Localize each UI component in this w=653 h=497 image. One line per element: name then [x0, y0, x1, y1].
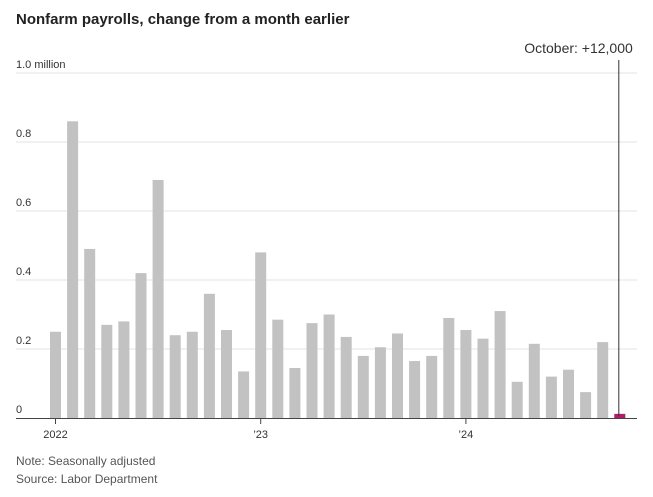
bar [392, 333, 403, 418]
bar [460, 330, 472, 418]
bar [340, 336, 352, 418]
bar [186, 331, 198, 418]
bar [323, 314, 335, 418]
bar [580, 392, 592, 418]
bar [50, 331, 61, 418]
chart-source: Source: Labor Department [16, 472, 158, 486]
chart-title: Nonfarm payrolls, change from a month ea… [16, 11, 350, 28]
bar [443, 317, 455, 418]
bar [409, 361, 421, 418]
bar [545, 376, 557, 418]
bar [357, 355, 369, 418]
bar [101, 324, 113, 418]
bar [614, 413, 626, 418]
y-tick-label: 1.0 million [16, 59, 66, 71]
y-tick-label: 0.2 [16, 335, 31, 347]
bar [374, 347, 386, 418]
bar [238, 371, 250, 418]
bar [67, 121, 79, 419]
x-tick-label: 2022 [43, 429, 67, 441]
bar [203, 293, 215, 418]
bar [306, 323, 318, 418]
x-tick-label: ’24 [459, 429, 474, 441]
bar [528, 343, 540, 418]
bar [289, 367, 301, 418]
bar [255, 252, 267, 418]
bar [477, 338, 489, 418]
bar [511, 381, 523, 418]
y-tick-label: 0.8 [16, 128, 31, 140]
y-tick-label: 0.6 [16, 197, 31, 209]
x-tick-label: ’23 [253, 429, 268, 441]
bar [135, 273, 147, 418]
annotation-label: October: +12,000 [524, 40, 633, 56]
bar [152, 179, 164, 418]
bar [169, 335, 181, 418]
bar [494, 311, 506, 418]
bar [597, 342, 609, 418]
y-tick-label: 0 [16, 404, 22, 416]
chart-note: Note: Seasonally adjusted [16, 454, 156, 468]
bar [221, 330, 232, 418]
y-tick-label: 0.4 [16, 266, 31, 278]
bar [563, 369, 574, 418]
bar-chart: 0 0.2 0.4 0.6 0.8 1.0 million 2022 ’23 ’24 Octobe… [16, 40, 637, 441]
bar [426, 355, 438, 418]
bar [118, 321, 130, 418]
bar [272, 319, 284, 418]
bar [84, 248, 96, 418]
